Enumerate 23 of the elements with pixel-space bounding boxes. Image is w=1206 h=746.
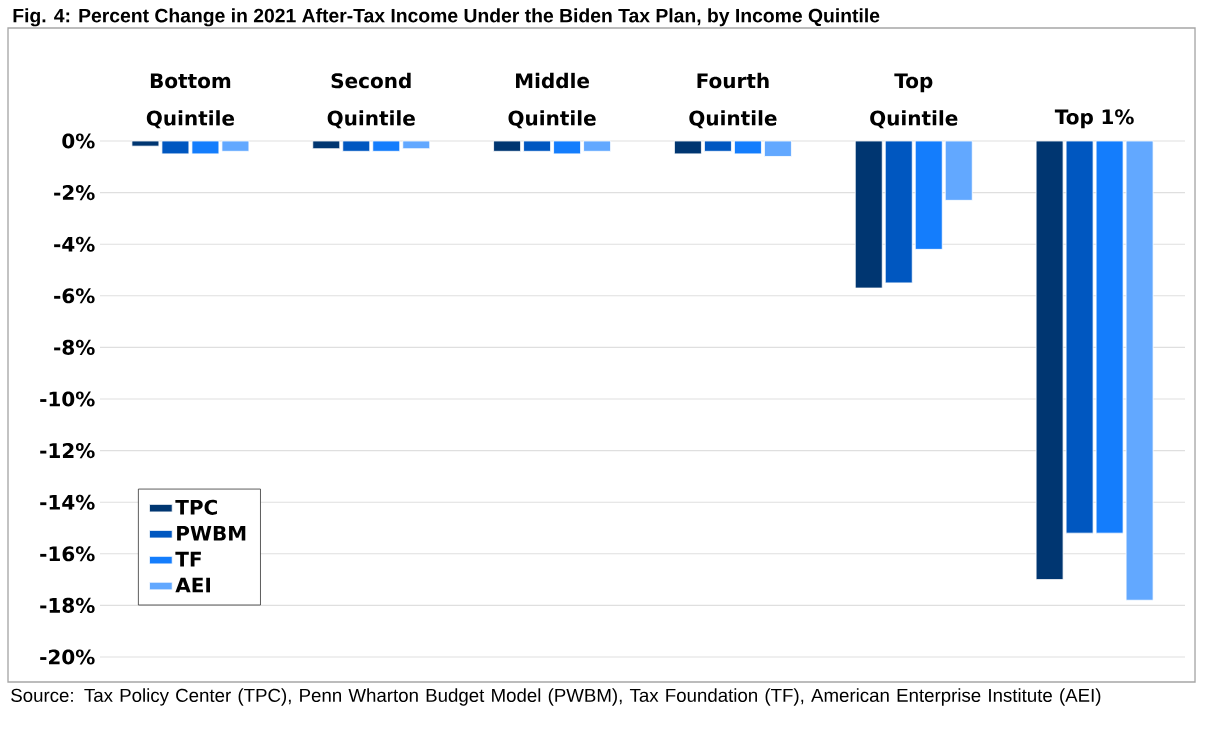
x-tick-label: Top Quintile	[870, 73, 958, 129]
x-tick-label: Second Quintile	[327, 72, 415, 129]
y-tick-label: -20%	[40, 649, 95, 665]
y-tick-label: -2%	[54, 185, 95, 201]
y-tick-label: -14%	[40, 494, 95, 510]
y-tick-label: -8%	[54, 339, 95, 355]
x-tick-label: Middle Quintile	[508, 72, 596, 129]
y-tick-label: -18%	[40, 597, 95, 613]
y-tick-label: -12%	[40, 443, 95, 459]
x-tick-label: Fourth Quintile	[689, 72, 777, 129]
chart-title: Fig. 4: Percent Change in 2021 After-Tax Income Under the Biden Tax Plan, by Income Quintile	[13, 8, 880, 27]
legend-label: AEI	[175, 577, 210, 593]
x-tick-label: Top 1%	[1054, 109, 1134, 129]
source-note: Source: Tax Policy Center (TPC), Penn Wharton Budget Model (PWBM), Tax Foundation (TF), American Enterprise Institute (AEI)	[11, 688, 1101, 706]
x-tick-label: Bottom Quintile	[146, 73, 235, 129]
y-tick-label: -4%	[54, 236, 95, 252]
legend-label: TF	[175, 551, 201, 567]
legend-label: PWBM	[177, 525, 246, 541]
y-tick-label: -6%	[54, 288, 95, 304]
y-tick-label: -16%	[40, 546, 95, 562]
y-tick-label: -10%	[40, 391, 95, 407]
legend-label: TPC	[175, 499, 217, 515]
y-tick-label: 0%	[62, 133, 95, 149]
